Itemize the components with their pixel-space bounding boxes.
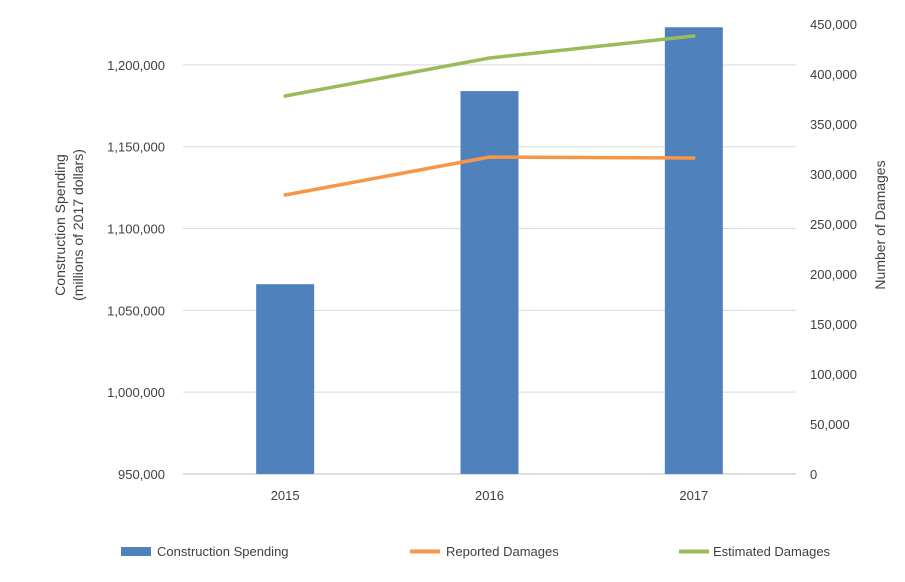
y-axis-left-title-line2: (millions of 2017 dollars)	[70, 149, 86, 301]
legend-label-estimated-damages: Estimated Damages	[713, 544, 831, 559]
legend-label-construction-spending: Construction Spending	[157, 544, 289, 559]
y-left-tick-label: 1,150,000	[107, 140, 165, 155]
y-right-tick-label: 250,000	[810, 217, 857, 232]
y-right-tick-label: 450,000	[810, 17, 857, 32]
bar-series	[256, 27, 723, 474]
y-right-tick-label: 300,000	[810, 167, 857, 182]
y-left-tick-label: 1,100,000	[107, 222, 165, 237]
x-tick-label: 2015	[271, 488, 300, 503]
y-axis-left-ticks: 950,000 1,000,000 1,050,000 1,100,000 1,150,…	[107, 58, 165, 482]
x-tick-label: 2017	[679, 488, 708, 503]
y-right-tick-label: 0	[810, 467, 817, 482]
y-right-tick-label: 400,000	[810, 67, 857, 82]
y-right-tick-label: 50,000	[810, 417, 850, 432]
bar-2015	[256, 284, 315, 474]
line-series	[283, 34, 696, 197]
legend: Construction Spending Reported Damages E…	[121, 544, 831, 559]
y-axis-right-title: Number of Damages	[872, 160, 888, 289]
y-right-tick-label: 200,000	[810, 267, 857, 282]
line-estimated-damages	[283, 34, 696, 98]
y-left-tick-label: 1,200,000	[107, 58, 165, 73]
bar-2016	[460, 91, 519, 474]
y-right-tick-label: 150,000	[810, 317, 857, 332]
y-left-tick-label: 950,000	[118, 467, 165, 482]
legend-label-reported-damages: Reported Damages	[446, 544, 559, 559]
x-tick-label: 2016	[475, 488, 504, 503]
bar-2017	[664, 27, 723, 474]
y-axis-left-title-line1: Construction Spending	[52, 154, 68, 296]
x-axis-ticks: 2015 2016 2017	[271, 488, 709, 503]
y-left-tick-label: 1,050,000	[107, 303, 165, 318]
y-right-tick-label: 100,000	[810, 367, 857, 382]
y-right-tick-label: 350,000	[810, 117, 857, 132]
y-left-tick-label: 1,000,000	[107, 385, 165, 400]
legend-swatch-construction-spending	[121, 547, 151, 556]
y-axis-right-ticks: 0 50,000 100,000 150,000 200,000 250,000 300,0…	[810, 17, 857, 482]
